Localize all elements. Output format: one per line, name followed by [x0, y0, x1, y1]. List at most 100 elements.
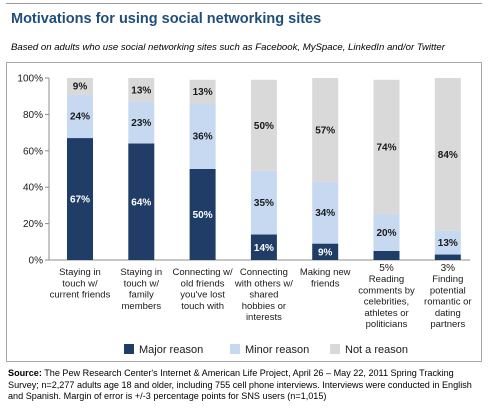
bar-segment-major-reason [67, 138, 93, 260]
legend-item-minor: Minor reason [230, 344, 309, 356]
y-tick-label: 60% [23, 146, 43, 157]
bar-segment-minor-reason [67, 94, 93, 139]
data-label-not-a-reason: 84% [438, 150, 458, 161]
y-tick-label: 80% [23, 110, 43, 121]
legend-item-major: Major reason [124, 344, 203, 356]
x-tick-label: Staying in touch w/family members [120, 267, 162, 312]
data-label-not-a-reason: 57% [315, 125, 335, 136]
x-tick-label-line: current friends [50, 290, 111, 301]
legend-swatch-major [124, 344, 134, 354]
x-tick-label-line: friends [311, 278, 340, 289]
legend-swatch-not [330, 344, 340, 354]
bar-segment-not-a-reason [373, 79, 400, 215]
x-tick-label-line: touch w/ [62, 278, 98, 289]
data-label-major-reason-outside: 5% [379, 263, 394, 274]
y-tick-label: 100% [17, 74, 43, 85]
legend-item-not: Not a reason [330, 344, 408, 356]
x-tick-label-line: partners [430, 319, 465, 330]
legend-label-minor: Minor reason [245, 344, 310, 356]
y-tick-label: 20% [23, 219, 43, 230]
source-text: The Pew Research Center's Internet & Ame… [8, 368, 472, 401]
bar-segment-minor-reason [128, 101, 155, 144]
x-tick-label-line: old friends [181, 278, 225, 289]
data-label-not-a-reason: 13% [193, 87, 213, 98]
x-tick-label-line: touch w/ [124, 278, 160, 289]
x-tick-label-line: dating [435, 308, 461, 319]
bar-segment-not-a-reason [189, 79, 216, 104]
x-tick-label-line: Connecting [240, 267, 288, 278]
bar-segment-major-reason [434, 254, 461, 260]
x-tick-label-line: Connecting w/ [172, 267, 233, 278]
source-note: Source: The Pew Research Center's Intern… [8, 368, 486, 403]
chart-subtitle: Based on adults who use social networkin… [11, 42, 445, 53]
x-tick-label-line: interests [246, 312, 282, 323]
x-tick-label-line: touch with [181, 301, 224, 312]
x-tick-label-line: members [122, 301, 162, 312]
bar-segment-major-reason [373, 250, 400, 260]
bar-segment-not-a-reason [128, 78, 155, 102]
bar-segment-minor-reason [250, 170, 277, 235]
y-tick-label: 0% [29, 256, 44, 267]
bar-segment-major-reason [250, 234, 277, 260]
data-label-minor-reason: 34% [315, 208, 335, 219]
y-tick-label: 40% [23, 183, 43, 194]
x-tick-label: Connecting with others w/shared hobbies or… [234, 267, 293, 323]
x-tick-label-line: with others w/ [234, 278, 293, 289]
x-tick-label-line: shared [249, 290, 278, 301]
bar-segment-minor-reason [434, 230, 461, 255]
data-label-not-a-reason: 13% [131, 85, 151, 96]
data-label-major-reason: 67% [70, 195, 90, 206]
x-tick-label: Staying in touch w/current friends [50, 267, 111, 301]
x-tick-label-line: family [129, 290, 154, 301]
bar-segment-not-a-reason [312, 78, 339, 182]
data-label-major-reason: 9% [318, 247, 333, 258]
bar-segment-not-a-reason [250, 79, 277, 171]
x-tick-label-line: Staying in [59, 267, 101, 278]
x-tick-label: Reading comments by celebrities, athletes o… [358, 274, 415, 330]
x-tick-label-line: romantic or [424, 297, 472, 308]
x-tick-label-line: potential [430, 285, 466, 296]
bar-segment-major-reason [189, 169, 216, 260]
x-tick-label: Making new friends [300, 267, 351, 289]
data-label-major-reason: 50% [193, 210, 213, 221]
data-label-major-reason: 64% [131, 197, 151, 208]
data-label-major-reason: 14% [254, 243, 274, 254]
data-label-minor-reason: 20% [376, 228, 396, 239]
source-label: Source: [8, 368, 42, 378]
legend-swatch-minor [230, 344, 240, 354]
x-tick-label-line: Finding [432, 274, 463, 285]
x-tick-label-line: comments by [358, 285, 415, 296]
x-tick-label-line: Making new [300, 267, 351, 278]
chart-title: Motivations for using social networking … [11, 11, 322, 27]
x-tick-label-line: you've lost [180, 290, 225, 301]
data-label-not-a-reason: 50% [254, 121, 274, 132]
bar-segment-major-reason [312, 243, 339, 260]
bar-segment-not-a-reason [434, 78, 461, 231]
x-tick-label-line: hobbies or [242, 301, 286, 312]
x-tick-label-line: athletes or [364, 308, 408, 319]
x-tick-label: Connecting w/old friends you've lost touch… [172, 267, 233, 312]
x-tick-label: Finding potential romantic or dating partner… [424, 274, 472, 330]
x-tick-label-line: Reading [369, 274, 404, 285]
top-rule [6, 3, 482, 4]
x-tick-label-line: celebrities, [364, 297, 409, 308]
data-label-not-a-reason: 9% [73, 82, 88, 93]
legend-label-major: Major reason [139, 344, 204, 356]
legend-label-not: Not a reason [345, 344, 408, 356]
data-label-minor-reason: 13% [438, 238, 458, 249]
data-label-not-a-reason: 74% [376, 143, 396, 154]
data-label-minor-reason: 36% [193, 132, 213, 143]
data-label-minor-reason: 23% [131, 118, 151, 129]
bar-segment-not-a-reason [67, 78, 93, 95]
bar-segment-minor-reason [189, 103, 216, 169]
data-label-major-reason-outside: 3% [441, 263, 456, 274]
x-tick-label-line: politicians [366, 319, 408, 330]
data-label-minor-reason: 35% [254, 198, 274, 209]
bar-segment-minor-reason [373, 214, 400, 251]
bar-segment-minor-reason [312, 181, 339, 244]
chart-frame [6, 62, 482, 362]
data-label-minor-reason: 24% [70, 112, 90, 123]
bar-segment-major-reason [128, 143, 155, 260]
x-tick-label-line: Staying in [120, 267, 162, 278]
